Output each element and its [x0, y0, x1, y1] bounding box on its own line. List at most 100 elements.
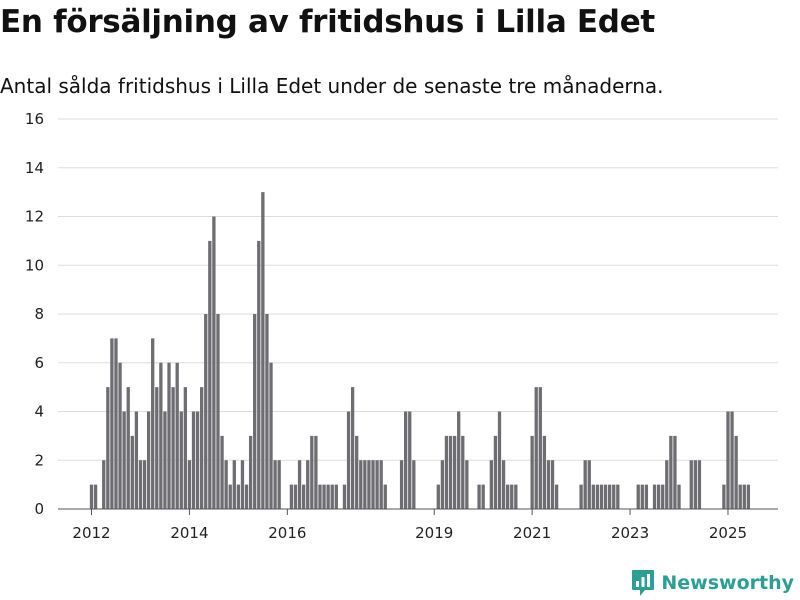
bar — [359, 460, 363, 509]
bar — [138, 460, 143, 509]
bar — [204, 314, 208, 509]
y-tick-label: 12 — [25, 208, 44, 226]
bar — [599, 484, 604, 510]
bar — [404, 411, 408, 509]
bar — [465, 460, 469, 509]
bar — [240, 460, 245, 509]
bar — [310, 435, 314, 510]
bar — [330, 484, 334, 510]
bar — [167, 362, 171, 509]
data-label: 1 — [760, 0, 770, 4]
bar — [253, 314, 257, 509]
bar — [191, 411, 196, 509]
brand-name: Newsworthy — [661, 572, 794, 594]
bar — [477, 484, 481, 510]
bar — [179, 411, 183, 509]
bar — [261, 192, 265, 510]
bar — [269, 362, 273, 509]
bar — [636, 484, 640, 510]
bar — [497, 411, 502, 509]
bar — [730, 411, 734, 509]
bar — [669, 435, 673, 510]
chart-title: En försäljning av fritidshus i Lilla Ede… — [0, 4, 655, 40]
x-tick-label: 2025 — [709, 524, 747, 542]
bar — [591, 484, 595, 510]
bar — [93, 484, 98, 510]
bar — [346, 411, 351, 509]
x-tick-label: 2023 — [611, 524, 649, 542]
bar — [383, 484, 387, 510]
bar — [155, 387, 159, 510]
bar — [408, 411, 412, 509]
bar — [126, 387, 130, 510]
bar — [436, 484, 440, 510]
bar — [608, 484, 612, 510]
bar — [350, 387, 355, 510]
bar — [224, 460, 228, 509]
y-tick-label: 14 — [25, 159, 44, 177]
bar — [444, 435, 449, 510]
bar — [530, 435, 534, 510]
bar — [326, 484, 330, 510]
bar — [314, 435, 318, 510]
bar — [379, 460, 383, 509]
bar — [652, 484, 657, 510]
chart-subtitle: Antal sålda fritidshus i Lilla Edet unde… — [0, 74, 664, 98]
y-tick-label: 0 — [34, 500, 44, 518]
bar — [322, 484, 326, 510]
bar — [534, 387, 538, 510]
x-tick-label: 2014 — [170, 524, 208, 542]
bar — [603, 484, 608, 510]
y-tick-label: 10 — [25, 256, 44, 274]
bar — [587, 460, 591, 509]
bar — [616, 484, 620, 510]
bar — [673, 435, 677, 510]
bar — [257, 240, 261, 510]
bar — [399, 460, 404, 509]
bar — [595, 484, 600, 510]
bar — [355, 435, 359, 510]
bar — [212, 216, 216, 509]
bar — [200, 387, 204, 510]
bar — [334, 484, 338, 510]
bar — [134, 411, 139, 509]
bar — [722, 484, 726, 510]
bar — [697, 460, 702, 509]
bar — [114, 338, 118, 510]
bar — [554, 484, 559, 510]
bar — [579, 484, 583, 510]
x-tick-label: 2016 — [268, 524, 306, 542]
bar — [440, 460, 445, 509]
bar — [689, 460, 693, 509]
bar — [175, 362, 179, 509]
bar — [146, 411, 151, 509]
bar — [514, 484, 518, 510]
bar — [367, 460, 371, 509]
bar — [289, 484, 294, 510]
bar — [187, 460, 192, 509]
bar — [118, 362, 122, 509]
bar — [738, 484, 742, 510]
bar — [363, 460, 367, 509]
bar — [110, 338, 114, 510]
bar-chart-logo-icon — [632, 570, 655, 596]
bar — [216, 314, 220, 509]
bar — [220, 435, 224, 510]
bar — [583, 460, 587, 509]
bar — [457, 411, 461, 509]
bar — [726, 411, 730, 509]
bar — [102, 460, 106, 509]
bar — [510, 484, 514, 510]
bar — [142, 460, 147, 509]
newsworthy-brand[interactable]: Newsworthy — [631, 569, 794, 597]
bar — [122, 411, 126, 509]
bar — [375, 460, 379, 509]
bar — [159, 362, 163, 509]
bar — [297, 460, 302, 509]
bar — [130, 435, 134, 510]
bar — [163, 411, 167, 509]
x-tick-label: 2021 — [513, 524, 551, 542]
x-tick-label: 2019 — [415, 524, 453, 542]
bar — [195, 411, 200, 509]
y-tick-label: 4 — [34, 403, 44, 421]
